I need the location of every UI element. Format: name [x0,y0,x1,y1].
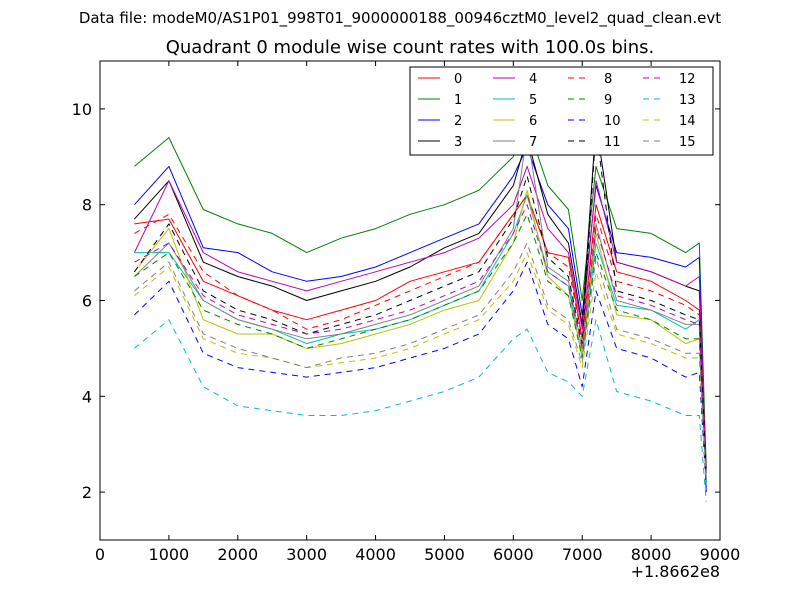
legend-label-14: 14 [679,114,696,129]
legend-label-9: 9 [604,93,612,108]
series-layer [133,122,707,502]
legend-label-7: 7 [529,135,537,150]
legend-label-3: 3 [454,135,462,150]
legend-label-4: 4 [529,72,537,87]
series-line-13 [134,319,707,502]
legend-label-6: 6 [529,114,537,129]
series-line-12 [134,204,707,478]
series-line-4 [133,165,707,478]
y-tick-label: 4 [82,387,92,406]
x-tick-label: 5000 [424,545,465,564]
chart-title: Quadrant 0 module wise count rates with … [166,37,655,58]
legend-label-11: 11 [604,135,621,150]
series-line-6 [134,189,707,478]
x-tick-label: 6000 [493,545,534,564]
legend-label-1: 1 [454,93,462,108]
series-line-15 [134,242,707,478]
series-line-11 [133,127,707,473]
y-tick-label: 6 [82,292,92,311]
y-tick-label: 2 [82,483,92,502]
x-tick-label: 7000 [562,545,603,564]
x-tick-label: 3000 [286,545,327,564]
series-line-9 [134,213,707,483]
series-line-2 [134,146,707,493]
y-tick-label: 8 [82,196,92,215]
legend-label-13: 13 [679,93,696,108]
legend-label-12: 12 [679,72,696,87]
series-line-1 [134,122,707,469]
legend-label-10: 10 [604,114,621,129]
legend-label-5: 5 [529,93,537,108]
series-line-8 [134,194,707,469]
x-tick-label: 8000 [631,545,672,564]
legend-label-0: 0 [454,72,462,87]
x-tick-label: 9000 [700,545,741,564]
x-tick-label: 0 [95,545,105,564]
legend-label-2: 2 [454,114,462,129]
y-tick-label: 10 [72,100,92,119]
suptitle: Data file: modeM0/AS1P01_998T01_90000001… [79,9,721,28]
y-axis: 2 4 6 8 10 [72,100,720,502]
x-tick-label: 1000 [149,545,190,564]
x-axis: 0 1000 2000 3000 4000 5000 6000 7000 8000 9000 [95,61,740,564]
x-tick-label: 2000 [217,545,258,564]
series-line-10 [134,261,707,488]
x-tick-label: 4000 [355,545,396,564]
legend-box [409,66,714,156]
x-offset-label: +1.8662e8 [631,562,720,581]
series-line-14 [134,252,707,483]
legend-label-15: 15 [679,135,696,150]
legend-label-8: 8 [604,72,612,87]
